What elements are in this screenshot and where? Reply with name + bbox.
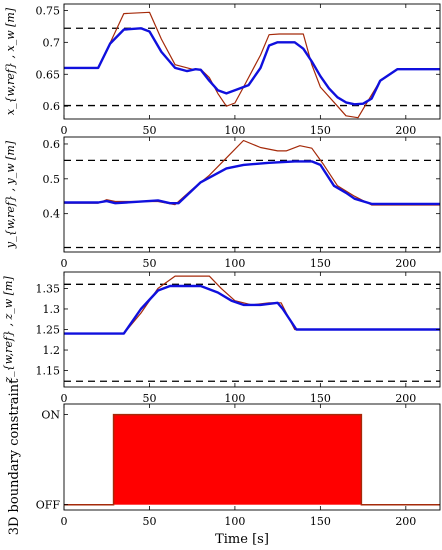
x-tick-label: 200	[395, 392, 416, 405]
y-tick-label: 1.2	[43, 344, 61, 357]
y-axis-label: 3D boundary constraint	[7, 378, 22, 535]
x-tick-label: 150	[310, 124, 331, 137]
constraint-state-line	[64, 413, 440, 506]
measured-series-line	[64, 160, 440, 206]
axes-frame	[63, 403, 441, 511]
x-tick-label: 200	[395, 257, 416, 270]
x-tick-label: 50	[142, 124, 156, 137]
plot-area	[64, 11, 440, 119]
measured-series-line	[64, 284, 440, 335]
plot-area	[64, 139, 440, 249]
measured-series-line	[64, 27, 440, 106]
x-tick-label: 100	[224, 257, 245, 270]
x-tick-label: 150	[310, 392, 331, 405]
y-tick-label: 0.6	[43, 100, 61, 113]
y-tick-label: 0.6	[43, 138, 61, 151]
panel-3: 1.15 1.2 1.25 1.3 1.35 0 50 100 150 200 z_{w,ref} …	[2, 271, 441, 405]
x-tick-label: 100	[224, 515, 245, 528]
constraint-on-region	[113, 414, 362, 505]
y-tick-label: 1.35	[36, 282, 61, 295]
x-tick-label: 50	[142, 392, 156, 405]
panel-2: 0.4 0.5 0.6 0 50 100 150 200 y_{w,ref} , y_w [m]	[4, 136, 441, 270]
x-tick-label: 100	[224, 124, 245, 137]
x-tick-label: 200	[395, 515, 416, 528]
x-tick-label: 50	[142, 257, 156, 270]
y-tick-label: 0.75	[36, 4, 61, 17]
x-tick-label: 0	[61, 124, 68, 137]
y-tick-label: 0.65	[36, 68, 61, 81]
x-axis-label: Time [s]	[215, 532, 269, 547]
axes-frame	[63, 271, 441, 388]
plot-area	[64, 275, 440, 382]
axes-frame	[63, 136, 441, 253]
x-tick-label: 100	[224, 392, 245, 405]
x-tick-label: 200	[395, 124, 416, 137]
y-axis-label: z_{w,ref} , z_w [m]	[2, 276, 15, 384]
x-tick-label: 150	[310, 515, 331, 528]
panel-1: 0.6 0.65 0.7 0.75 0 50 100 150 200 x_{w,ref} , x_…	[4, 3, 441, 137]
x-tick-label: 0	[61, 257, 68, 270]
y-tick-label-off: OFF	[36, 499, 61, 512]
axes-frame	[63, 3, 441, 120]
y-tick-label: 1.3	[43, 303, 61, 316]
y-tick-label: 1.15	[36, 365, 61, 378]
reference-series-line	[64, 139, 440, 206]
y-tick-label: 1.25	[36, 324, 61, 337]
plot-area	[64, 413, 440, 506]
reference-series-line	[64, 275, 440, 335]
y-tick-label: 0.5	[43, 173, 61, 186]
x-tick-label: 50	[142, 515, 156, 528]
y-axis-label: x_{w,ref} , x_w [m]	[4, 7, 17, 115]
x-tick-label: 150	[310, 257, 331, 270]
x-tick-label: 0	[61, 392, 68, 405]
y-tick-label: 0.7	[43, 36, 61, 49]
x-tick-label: 0	[61, 515, 68, 528]
y-axis-label: y_{w,ref} , y_w [m]	[4, 140, 17, 249]
y-tick-label: 0.4	[43, 208, 61, 221]
y-tick-label-on: ON	[41, 409, 60, 422]
